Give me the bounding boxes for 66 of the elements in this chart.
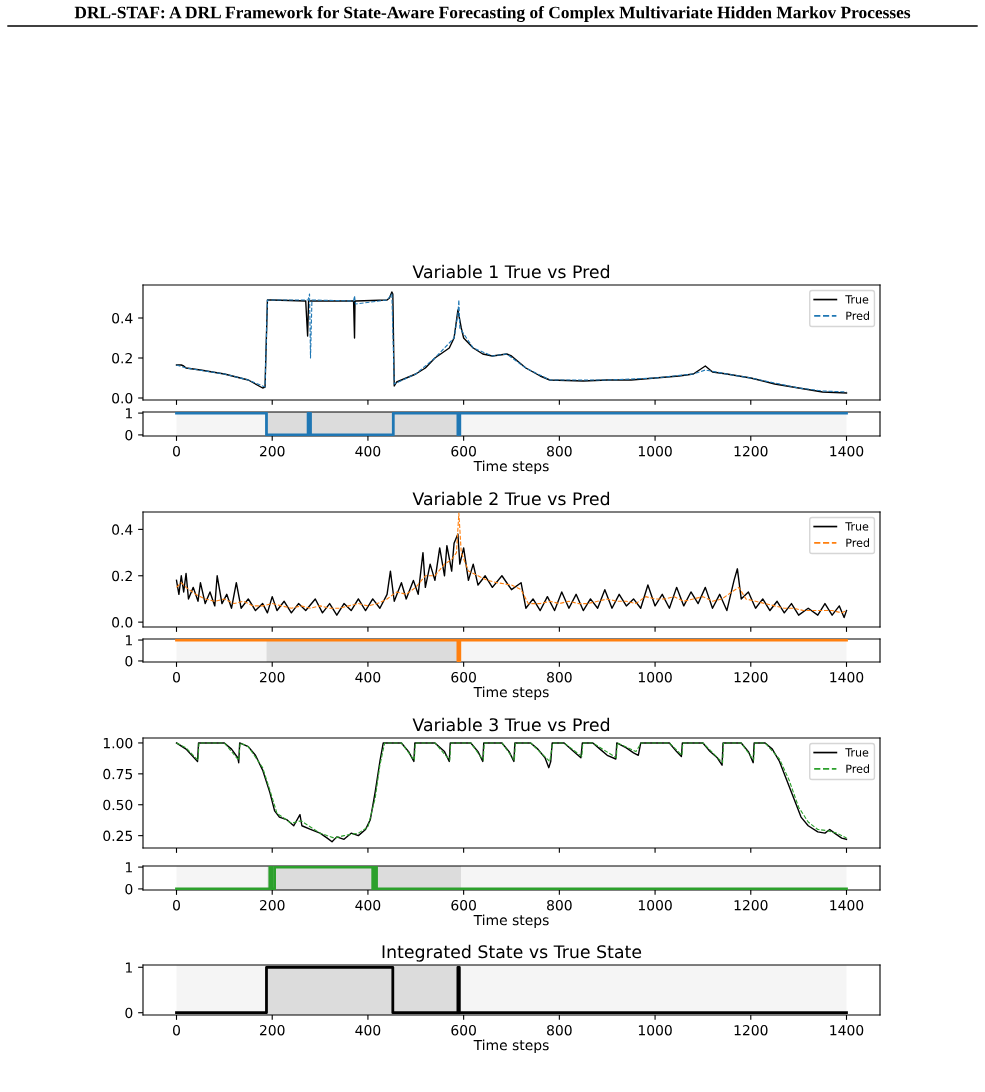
x-tick-label: 1200 bbox=[734, 899, 768, 911]
x-tick-label: 400 bbox=[355, 445, 381, 457]
y-tick-label: 0.4 bbox=[112, 312, 133, 324]
legend-label: Pred bbox=[846, 311, 869, 320]
y-tick-label: 0 bbox=[125, 883, 133, 895]
y-tick-label: 0.0 bbox=[112, 392, 133, 404]
legend-label: True bbox=[845, 295, 869, 304]
x-tick-label: 1400 bbox=[830, 899, 864, 911]
x-tick-label: 0 bbox=[173, 1024, 180, 1036]
x-tick-label: 1400 bbox=[830, 445, 864, 457]
legend-label: Pred bbox=[846, 538, 869, 547]
y-tick-label: 1.00 bbox=[103, 737, 133, 749]
legend-label: Pred bbox=[846, 764, 869, 773]
x-axis-title: Time steps bbox=[473, 686, 549, 700]
y-tick-label: 0.0 bbox=[112, 617, 133, 628]
y-tick-label: 0 bbox=[125, 1007, 133, 1019]
x-tick-label: 1400 bbox=[830, 1024, 864, 1036]
y-tick-label: 1 bbox=[125, 862, 132, 873]
y-tick-label: 1 bbox=[125, 962, 132, 973]
y-tick-label: 0 bbox=[125, 429, 133, 441]
x-tick-label: 1000 bbox=[638, 1024, 672, 1036]
x-tick-label: 400 bbox=[355, 1024, 381, 1036]
x-tick-label: 0 bbox=[173, 445, 180, 457]
x-tick-label: 600 bbox=[451, 899, 476, 911]
y-tick-label: 0.4 bbox=[112, 524, 133, 535]
legend-label: True bbox=[845, 522, 869, 531]
x-tick-label: 1200 bbox=[734, 671, 768, 683]
x-tick-label: 200 bbox=[259, 445, 285, 457]
chart-title: Variable 1 True vs Pred bbox=[412, 264, 610, 279]
line-series bbox=[175, 533, 848, 619]
x-tick-label: 1000 bbox=[638, 899, 672, 911]
x-tick-label: 600 bbox=[451, 1024, 476, 1036]
x-tick-label: 0 bbox=[173, 899, 180, 911]
x-tick-label: 800 bbox=[547, 899, 572, 911]
x-tick-label: 1000 bbox=[638, 671, 672, 683]
x-tick-label: 200 bbox=[259, 899, 285, 911]
y-tick-label: 0.75 bbox=[103, 768, 133, 780]
chart-title: Variable 3 True vs Pred bbox=[412, 717, 610, 732]
x-tick-label: 800 bbox=[547, 1024, 572, 1036]
x-tick-label: 200 bbox=[259, 1024, 285, 1036]
x-axis-title: Time steps bbox=[473, 460, 549, 474]
y-tick-label: 0.2 bbox=[112, 352, 132, 364]
y-tick-label: 0 bbox=[125, 655, 133, 667]
x-tick-label: 0 bbox=[173, 671, 180, 683]
y-tick-label: 0.25 bbox=[103, 830, 133, 842]
x-tick-label: 1200 bbox=[734, 445, 768, 457]
x-tick-label: 600 bbox=[451, 445, 476, 457]
chart-title: Integrated State vs True State bbox=[382, 944, 642, 962]
x-tick-label: 200 bbox=[259, 671, 285, 683]
x-tick-label: 800 bbox=[547, 671, 572, 683]
x-tick-label: 800 bbox=[547, 445, 572, 457]
y-tick-label: 0.2 bbox=[112, 570, 132, 582]
chart-title: Variable 2 True vs Pred bbox=[412, 491, 610, 506]
x-tick-label: 400 bbox=[355, 671, 381, 683]
y-tick-label: 1 bbox=[125, 408, 132, 419]
text: DRL-STAF: A DRL Framework for State-Aware Forecasting of Complex Multivariate Hidden Markov Processes bbox=[74, 5, 911, 23]
x-tick-label: 600 bbox=[451, 671, 476, 683]
x-tick-label: 1200 bbox=[734, 1024, 768, 1036]
legend-label: True bbox=[845, 748, 869, 757]
x-axis-title: Time steps bbox=[473, 914, 549, 928]
x-tick-label: 1000 bbox=[638, 445, 672, 457]
x-axis-title: Time steps bbox=[473, 1039, 549, 1053]
y-tick-label: 1 bbox=[125, 635, 132, 646]
x-tick-label: 1400 bbox=[830, 671, 864, 683]
y-tick-label: 0.50 bbox=[103, 799, 133, 811]
x-tick-label: 400 bbox=[355, 899, 381, 911]
